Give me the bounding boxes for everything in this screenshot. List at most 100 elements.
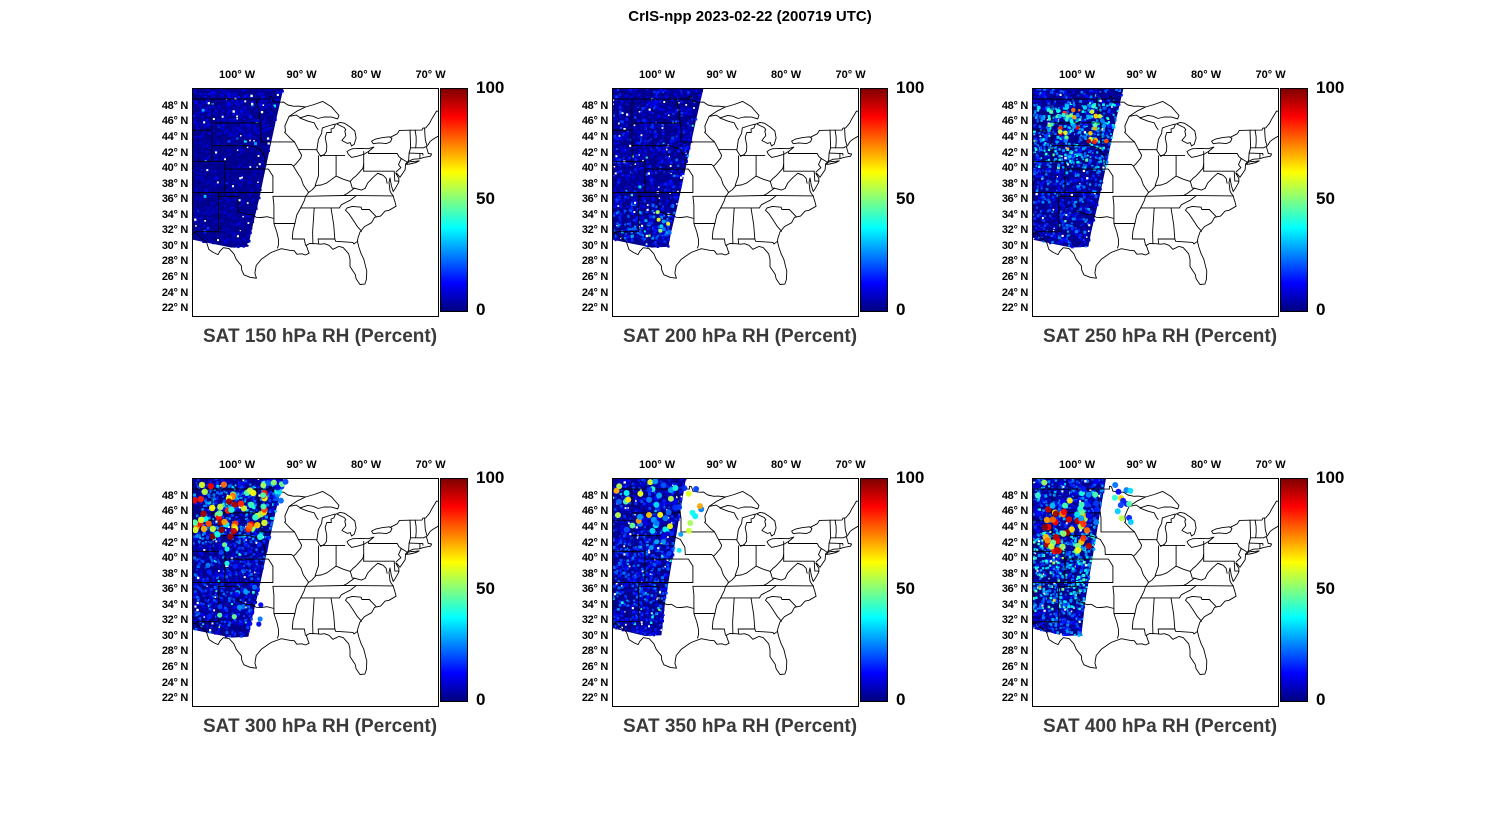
- y-tick-label: 32° N: [581, 224, 608, 237]
- colorbar-tick-label: 100: [476, 468, 505, 487]
- x-tick-label: 100° W: [218, 69, 256, 81]
- y-tick-label: 40° N: [581, 552, 608, 565]
- panel-250: 48° N 46° N 44° N 42° N 40° N 38° N 36° N 34° N…: [990, 60, 1410, 390]
- y-tick-label: 46° N: [1001, 505, 1028, 518]
- x-tick-label: 70° W: [415, 69, 446, 81]
- colorbar-tick-label: 0: [476, 300, 486, 319]
- y-tick-label: 22° N: [161, 302, 188, 314]
- x-tick-label: 70° W: [835, 459, 866, 471]
- y-tick-label: 24° N: [161, 676, 188, 689]
- y-tick-label: 42° N: [581, 536, 608, 549]
- map-400: [1032, 478, 1279, 707]
- y-tick-label: 26° N: [581, 270, 608, 283]
- y-tick-label: 48° N: [581, 489, 608, 502]
- y-tick-label: 26° N: [1001, 270, 1028, 283]
- y-tick-label: 36° N: [1001, 583, 1028, 596]
- x-tick-label: 100° W: [1058, 459, 1096, 471]
- panel-300: 48° N 46° N 44° N 42° N 40° N 38° N 36° N 34° N…: [150, 450, 570, 780]
- colorbar-tick-label: 100: [476, 78, 505, 97]
- panel-title: SAT 200 hPa RH (Percent): [622, 326, 858, 347]
- y-tick-label: 32° N: [581, 614, 608, 627]
- x-tick-label: 80° W: [1191, 69, 1222, 81]
- x-tick-label: 90° W: [286, 459, 317, 471]
- y-tick-label: 32° N: [161, 224, 188, 237]
- y-tick-label: 40° N: [161, 162, 188, 175]
- colorbar: [440, 478, 468, 702]
- y-tick-label: 38° N: [161, 567, 188, 580]
- panel-200: 48° N 46° N 44° N 42° N 40° N 38° N 36° N 34° N…: [570, 60, 990, 390]
- y-tick-label: 40° N: [581, 162, 608, 175]
- y-tick-label: 30° N: [161, 629, 188, 642]
- y-tick-label: 42° N: [1001, 536, 1028, 549]
- y-tick-label: 24° N: [581, 286, 608, 299]
- colorbar-tick-label: 0: [1316, 690, 1326, 709]
- y-tick-label: 48° N: [1001, 99, 1028, 112]
- x-tick-label: 90° W: [1126, 69, 1157, 81]
- swath-polygon: [613, 89, 704, 248]
- map-300: [192, 478, 439, 707]
- panel-350: 48° N 46° N 44° N 42° N 40° N 38° N 36° N 34° N…: [570, 450, 990, 780]
- panel-title: SAT 300 hPa RH (Percent): [202, 716, 438, 737]
- y-tick-label: 24° N: [1001, 286, 1028, 299]
- y-tick-label: 26° N: [161, 270, 188, 283]
- y-tick-label: 28° N: [161, 645, 188, 658]
- y-tick-label: 36° N: [581, 193, 608, 206]
- y-tick-label: 46° N: [581, 505, 608, 518]
- y-tick-label: 30° N: [1001, 629, 1028, 642]
- colorbar-tick-label: 50: [1316, 189, 1335, 208]
- colorbar-tick-label: 50: [896, 579, 915, 598]
- x-tick-label: 70° W: [835, 69, 866, 81]
- y-tick-label: 38° N: [161, 177, 188, 190]
- y-tick-label: 42° N: [161, 146, 188, 159]
- y-tick-label: 22° N: [581, 302, 608, 314]
- x-tick-label: 70° W: [1255, 69, 1286, 81]
- y-tick-label: 30° N: [1001, 239, 1028, 252]
- y-tick-label: 38° N: [1001, 567, 1028, 580]
- y-tick-label: 42° N: [1001, 146, 1028, 159]
- panel-title: SAT 400 hPa RH (Percent): [1042, 716, 1278, 737]
- y-tick-label: 44° N: [581, 131, 608, 143]
- y-tick-label: 44° N: [161, 131, 188, 143]
- y-tick-label: 34° N: [581, 208, 608, 221]
- x-tick-label: 80° W: [1191, 459, 1222, 471]
- colorbar: [440, 88, 468, 312]
- y-tick-label: 46° N: [161, 115, 188, 128]
- y-tick-label: 48° N: [161, 99, 188, 112]
- y-tick-label: 28° N: [1001, 645, 1028, 658]
- y-tick-label: 40° N: [1001, 552, 1028, 565]
- y-tick-label: 40° N: [161, 552, 188, 565]
- colorbar-tick-label: 0: [476, 690, 486, 709]
- y-tick-label: 30° N: [581, 629, 608, 642]
- y-tick-label: 34° N: [581, 598, 608, 611]
- y-tick-label: 24° N: [581, 676, 608, 689]
- x-tick-label: 70° W: [415, 459, 446, 471]
- colorbar-tick-label: 0: [896, 690, 906, 709]
- x-tick-label: 90° W: [706, 459, 737, 471]
- y-tick-label: 28° N: [581, 645, 608, 658]
- y-tick-label: 46° N: [1001, 115, 1028, 128]
- figure-title: CrIS-npp 2023-02-22 (200719 UTC): [628, 8, 872, 25]
- y-tick-label: 44° N: [581, 521, 608, 533]
- y-tick-label: 36° N: [161, 583, 188, 596]
- y-tick-label: 28° N: [161, 255, 188, 268]
- map-250: [1032, 88, 1279, 317]
- y-tick-label: 32° N: [161, 614, 188, 627]
- panel-400: 48° N 46° N 44° N 42° N 40° N 38° N 36° N 34° N…: [990, 450, 1410, 780]
- x-tick-label: 90° W: [706, 69, 737, 81]
- x-tick-label: 100° W: [638, 69, 676, 81]
- colorbar-tick-label: 50: [476, 579, 495, 598]
- y-tick-label: 44° N: [1001, 131, 1028, 143]
- colorbar-tick-label: 100: [1316, 78, 1345, 97]
- colorbar-tick-label: 100: [896, 468, 925, 487]
- x-tick-label: 90° W: [286, 69, 317, 81]
- y-tick-label: 42° N: [581, 146, 608, 159]
- y-tick-label: 44° N: [1001, 521, 1028, 533]
- x-tick-label: 80° W: [351, 69, 382, 81]
- y-tick-label: 32° N: [1001, 614, 1028, 627]
- panel-title: SAT 350 hPa RH (Percent): [622, 716, 858, 737]
- y-tick-label: 34° N: [1001, 598, 1028, 611]
- y-tick-label: 24° N: [1001, 676, 1028, 689]
- panel-150: 48° N 46° N 44° N 42° N 40° N 38° N 36° N 34° N…: [150, 60, 570, 390]
- y-tick-label: 42° N: [161, 536, 188, 549]
- colorbar: [860, 478, 888, 702]
